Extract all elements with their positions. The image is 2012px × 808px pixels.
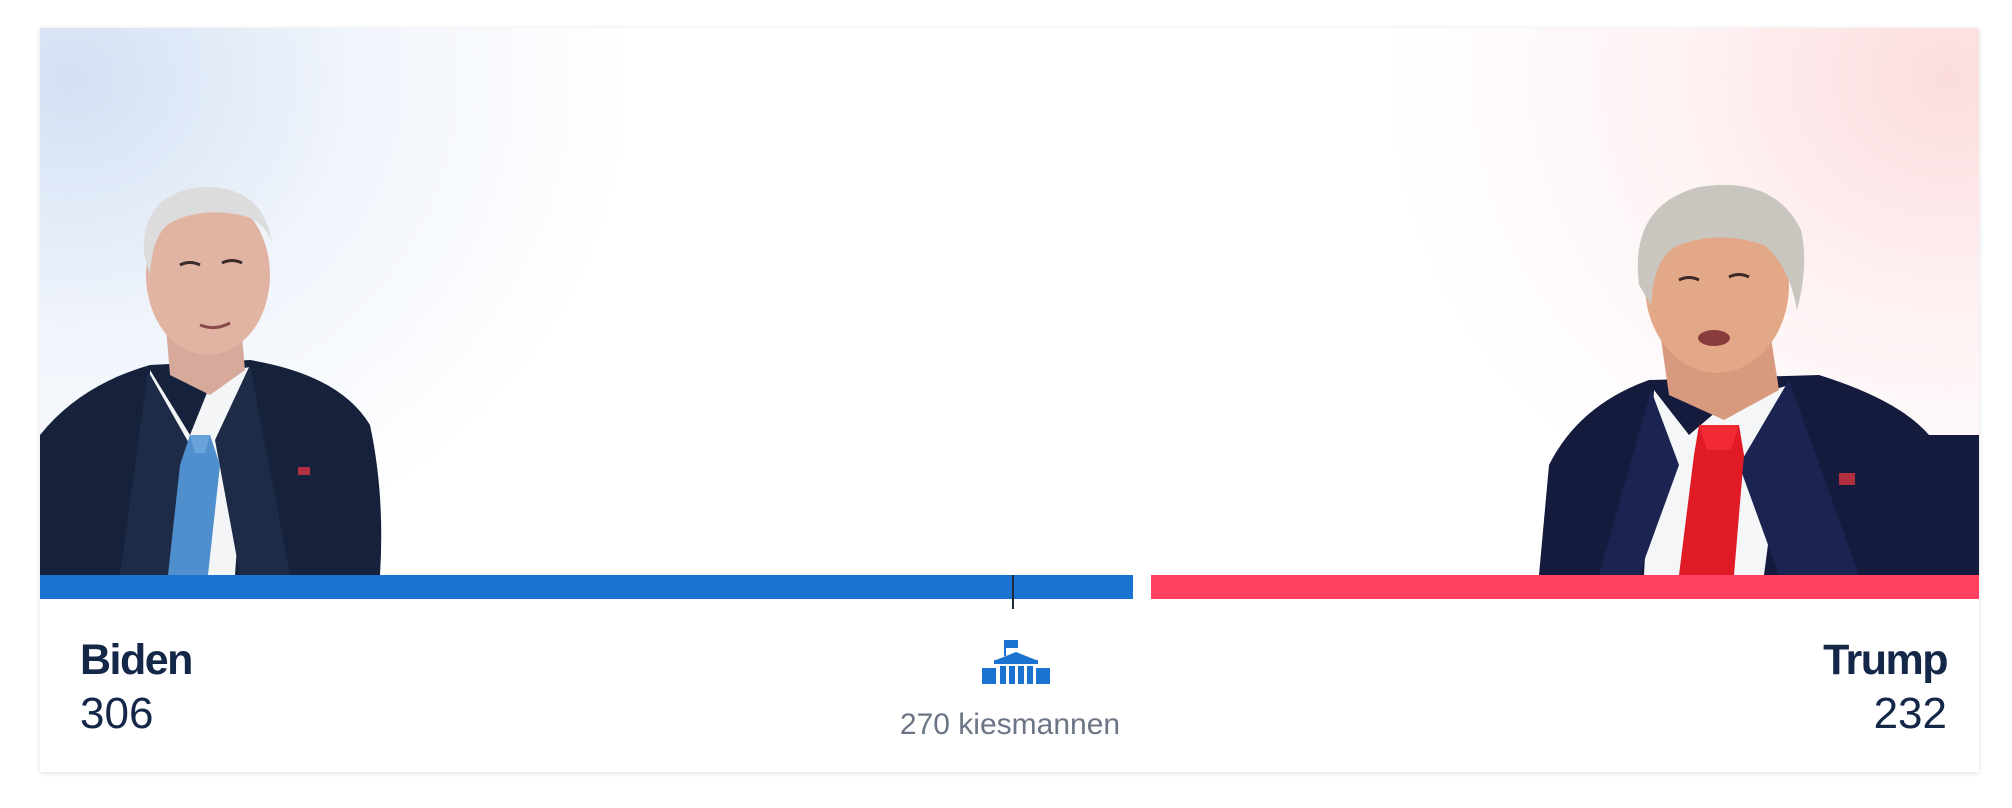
- left-candidate-votes: 306: [80, 689, 154, 738]
- trump-portrait-icon: [1539, 184, 1979, 575]
- capitol-building-icon: [982, 640, 1050, 684]
- biden-votes-bar: [40, 575, 1133, 599]
- threshold-marker: [1012, 575, 1014, 609]
- candidate-photo-area: [40, 28, 1979, 575]
- left-candidate-name: Biden: [80, 636, 193, 684]
- biden-portrait-icon: [40, 186, 382, 575]
- right-candidate-name: Trump: [1823, 636, 1948, 684]
- electoral-vote-bar: [40, 575, 1979, 599]
- right-candidate-votes: 232: [1873, 689, 1947, 738]
- threshold-label: 270 kiesmannen: [899, 708, 1121, 741]
- election-results-card: Biden 306 270 kiesmannen Trump 232: [40, 28, 1979, 772]
- trump-votes-bar: [1151, 575, 1979, 599]
